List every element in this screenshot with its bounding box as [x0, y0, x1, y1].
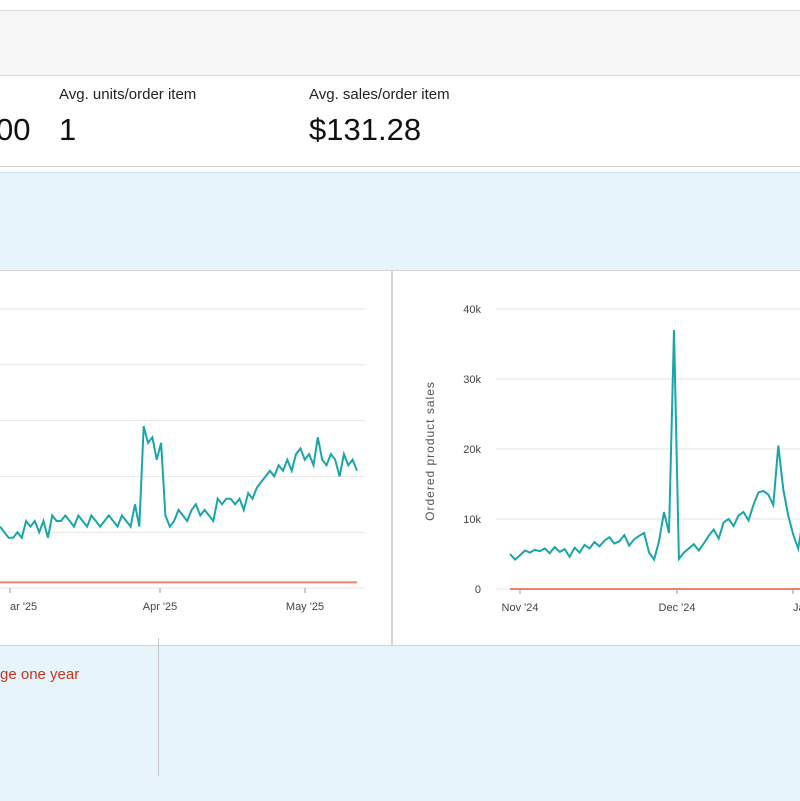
y-tick-label: 30k: [463, 374, 481, 386]
units-chart-panel: ar '25 Apr '25 May '25: [0, 270, 392, 646]
top-bar: [0, 0, 800, 11]
x-tick-label: Apr '25: [143, 601, 178, 613]
filter-toolbar: [0, 11, 800, 76]
sales-chart-panel: 0 10k 20k 30k 40k Ordered product sales Nov '2…: [392, 270, 800, 646]
y-tick-label: 40k: [463, 304, 481, 316]
metric-partial-value: 00: [0, 112, 31, 147]
avg-units-label: Avg. units/order item: [59, 86, 197, 103]
y-tick-label: 10k: [463, 514, 481, 526]
units-chart: ar '25 Apr '25 May '25: [0, 308, 365, 613]
footer-divider: [158, 638, 159, 776]
avg-units-value: 1: [59, 112, 77, 147]
avg-sales-label: Avg. sales/order item: [309, 86, 450, 103]
series-line-sales: [509, 329, 800, 562]
x-tick-label: Ja: [793, 602, 800, 614]
y-tick-label: 0: [475, 584, 481, 596]
x-tick-label: May '25: [286, 601, 324, 613]
y-tick-label: 20k: [463, 444, 481, 456]
metrics-strip: 00 Avg. units/order item 1 Avg. sales/or…: [0, 76, 800, 167]
x-tick-label: Nov '24: [502, 602, 539, 614]
footer-note: ge one year: [0, 666, 80, 683]
x-tick-label: ar '25: [10, 601, 37, 613]
sales-chart: 0 10k 20k 30k 40k Ordered product sales Nov '2…: [423, 304, 800, 614]
y-axis-label: Ordered product sales: [423, 381, 437, 521]
x-tick-label: Dec '24: [659, 602, 696, 614]
series-line-units: [0, 425, 358, 541]
avg-sales-value: $131.28: [309, 112, 422, 147]
